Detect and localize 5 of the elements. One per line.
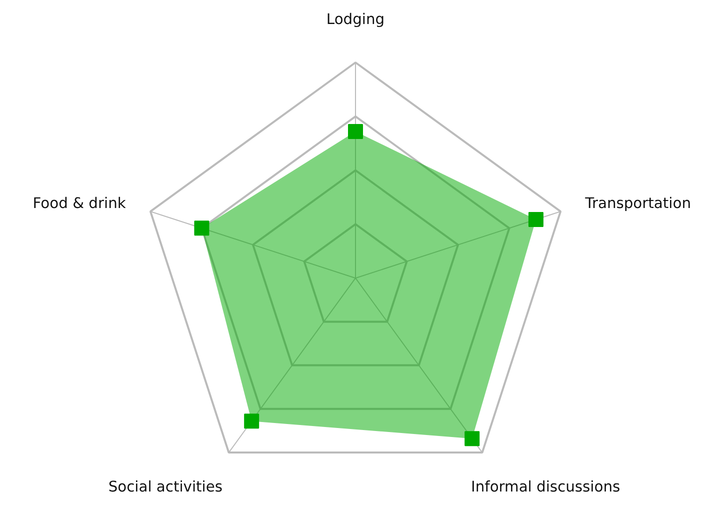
spoke-label: Transportation (584, 194, 691, 212)
spoke-label: Food & drink (32, 194, 126, 212)
spoke-label: Informal discussions (471, 478, 620, 496)
spoke-label: Social activities (108, 478, 223, 496)
spoke-label: Lodging (326, 11, 385, 28)
